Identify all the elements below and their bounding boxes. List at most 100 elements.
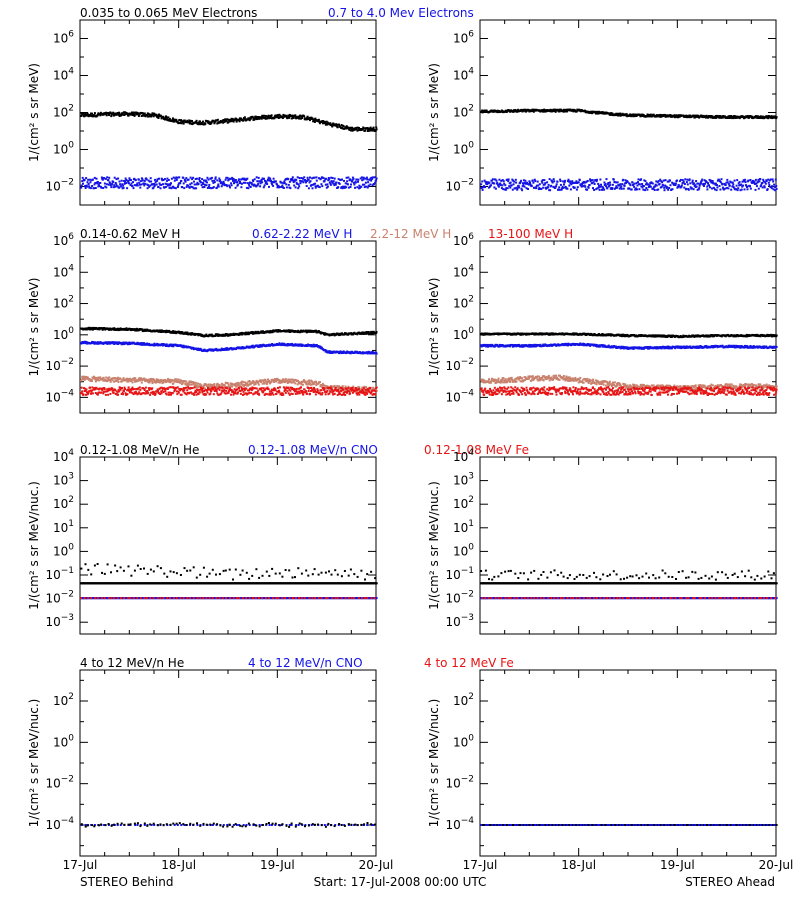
data-point [277,381,280,384]
data-point [293,381,296,384]
data-point [117,343,120,345]
data-point [308,381,311,384]
data-point [342,186,345,189]
data-point [223,120,226,123]
data-point [153,183,156,185]
data-point [371,330,374,333]
data-point [82,182,84,185]
data-point [324,391,327,393]
data-point [152,378,154,381]
data-point [710,115,713,117]
data-point [224,386,227,389]
data-point [133,388,136,391]
data-point [598,188,601,191]
data-point [704,182,706,185]
data-point [263,381,265,384]
data-point [104,177,107,180]
data-point [123,111,125,114]
data-point [152,392,155,395]
data-point [604,183,607,185]
data-point [681,179,684,182]
data-point [655,180,658,183]
data-point [246,382,249,385]
data-point [190,391,193,394]
data-point [338,385,341,388]
data-point [124,388,127,390]
data-point [292,181,295,184]
data-point [227,383,230,386]
data-point [133,184,136,187]
data-point [127,389,130,392]
data-point [134,390,137,393]
data-point [198,177,201,179]
data-point [521,110,524,113]
data-point [646,188,649,191]
data-point [116,185,119,188]
data-point [167,391,170,394]
data-point [215,347,218,350]
data-point [503,188,506,191]
data-point [712,182,715,185]
data-point [187,387,190,390]
data-point [295,387,298,390]
data-point [533,178,536,181]
data-point [124,180,126,183]
data-point [771,185,774,188]
data-point [609,181,611,184]
data-point [484,186,487,189]
data-point [349,352,352,355]
data-point [93,176,96,179]
data-point [169,386,172,389]
data-point [314,393,317,396]
data-point [115,379,118,382]
data-point [159,393,162,396]
data-point [221,387,224,389]
data-point [200,335,203,337]
data-point [185,177,188,180]
data-point [224,385,227,388]
data-point [354,181,357,184]
data-point [210,122,213,125]
data-point [225,389,228,392]
data-point [344,182,347,185]
data-point [198,178,201,181]
data-point [336,393,339,396]
data-point [109,378,112,381]
data-point [319,385,322,388]
data-point [144,329,147,332]
data-point [298,177,301,179]
data-point [236,392,239,395]
data-point [240,182,243,185]
data-point [368,351,371,354]
data-point [638,113,641,116]
data-point [238,178,240,181]
data-point [109,184,112,187]
data-point [306,380,309,383]
data-point [170,187,173,190]
data-point [288,113,291,116]
data-point [210,333,213,336]
data-point [551,181,554,184]
data-point [182,344,185,347]
data-point [80,115,83,117]
data-point [185,386,188,389]
data-point [635,115,638,117]
data-point [95,376,98,379]
data-point [509,186,512,189]
data-point [278,386,281,389]
data-point [114,182,117,184]
data-point [309,329,312,332]
data-point [649,185,652,188]
data-point [202,393,205,396]
data-point [358,127,360,129]
data-point [241,389,244,392]
data-point [224,184,227,187]
data-point [518,186,521,189]
data-point [112,111,115,114]
data-point [260,387,263,390]
data-point [191,123,194,126]
data-point [756,116,759,119]
data-point [280,344,283,347]
data-point [103,177,106,180]
data-point [564,179,567,182]
